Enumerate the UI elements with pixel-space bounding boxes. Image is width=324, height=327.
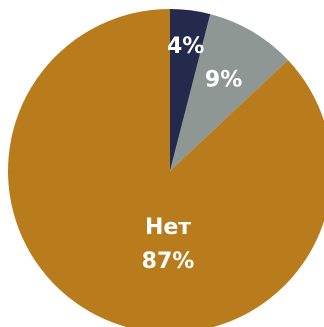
pie-slice [8,9,324,327]
slice-value-label: 9% [205,67,242,92]
pie-slice [170,14,289,172]
slice-category-label: Нет [145,215,191,240]
pie-slice [170,9,211,171]
slice-value-label: 4% [167,34,204,59]
slice-value-label: 87% [142,249,195,274]
